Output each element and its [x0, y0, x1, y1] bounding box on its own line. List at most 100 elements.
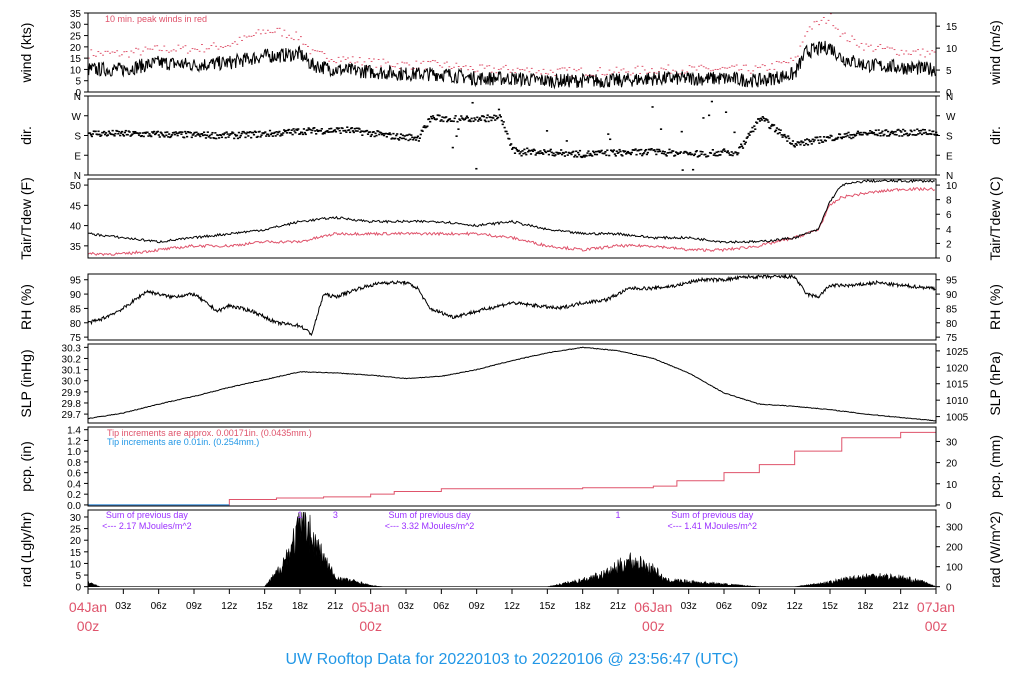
rh-left-tick-label: 90 — [70, 290, 82, 301]
rad-tip-mark: 3 — [333, 510, 338, 520]
temp-left-tick-label: 40 — [70, 222, 82, 233]
slp-frame — [87, 343, 937, 424]
wind-right-tick-label: 0 — [946, 88, 952, 99]
pcp-left-tick-label: 0.8 — [67, 458, 81, 469]
dir-left-axis-label: dir. — [18, 126, 34, 145]
x-tick-label: 15z — [539, 601, 555, 612]
rh-right-tick-label: 90 — [946, 290, 958, 301]
x-tick-label: 15z — [822, 601, 838, 612]
x-axis: 03z 06z 09z 12z 15z 18z 21z 03z 06z 09z 12z 15z 18z 2… — [69, 589, 955, 634]
slp-left-tick-label: 30.3 — [62, 343, 82, 354]
temp-left-tick-label: 45 — [70, 201, 82, 212]
dir-left-tick-label: N — [74, 92, 81, 103]
rh-left-tick-label: 75 — [70, 333, 82, 344]
rad-left-tick-label: 20 — [70, 536, 82, 547]
temp-right-tick-label: 4 — [946, 225, 952, 236]
x-date-label: 07Jan — [917, 599, 955, 615]
x-tick-label: 21z — [893, 601, 909, 612]
dir-right-tick-label: E — [946, 151, 953, 162]
panel-temp: 35 40 45 50 0 2 4 6 8 10 Tair/Tdew (F) Tair/Tdew (C… — [18, 176, 1003, 265]
slp-left-tick-label: 29.9 — [62, 388, 82, 399]
pcp-left-tick-label: 1.4 — [67, 426, 81, 437]
rad-right-tick-label: 200 — [946, 543, 963, 554]
rad-right-tick-label: 100 — [946, 563, 963, 574]
wind-left-tick-label: 15 — [70, 54, 82, 65]
pcp-right-tick-label: 20 — [946, 459, 958, 470]
dir-frame — [87, 95, 937, 176]
slp-left-tick-label: 30.1 — [62, 366, 82, 377]
rad-left-tick-label: 15 — [70, 548, 82, 559]
temp-left-tick-label: 35 — [70, 242, 82, 253]
footer-title: UW Rooftop Data for 20220103 to 20220106… — [286, 651, 739, 668]
wind-left-tick-label: 5 — [75, 77, 81, 88]
slp-left-tick-label: 30.0 — [62, 377, 82, 388]
x-date-label: 06Jan — [634, 599, 672, 615]
slp-right-tick-label: 1020 — [946, 363, 969, 374]
wind-right-tick-label: 15 — [946, 22, 958, 33]
pcp-series-line — [88, 427, 937, 506]
temp-right-tick-label: 6 — [946, 210, 952, 221]
temp-right-tick-label: 0 — [946, 254, 952, 265]
x-date-time-label: 00z — [925, 618, 948, 634]
x-tick-label: 18z — [857, 601, 873, 612]
rad-left-tick-label: 5 — [75, 571, 81, 582]
slp-left-tick-label: 29.8 — [62, 399, 82, 410]
rh-right-tick-label: 75 — [946, 333, 958, 344]
x-tick-label: 18z — [292, 601, 308, 612]
wind-note: 10 min. peak winds in red — [105, 14, 207, 24]
wind-left-tick-label: 20 — [70, 43, 82, 54]
rh-right-tick-label: 85 — [946, 304, 958, 315]
x-tick-label: 03z — [681, 601, 697, 612]
slp-left-axis-label: SLP (inHg) — [18, 349, 34, 417]
pcp-right-tick-label: 0 — [946, 501, 952, 512]
rh-right-tick-label: 95 — [946, 276, 958, 287]
x-tick-label: 21z — [327, 601, 343, 612]
rad-sum-label: Sum of previous day — [389, 510, 472, 520]
pcp-left-tick-label: 1.0 — [67, 447, 81, 458]
pcp-left-tick-label: 0.2 — [67, 490, 81, 501]
rad-right-axis-label: rad (W/m^2) — [987, 511, 1003, 588]
dir-left-tick-label: W — [72, 112, 82, 123]
slp-right-tick-label: 1005 — [946, 413, 969, 424]
rad-tip-mark: 1 — [297, 510, 302, 520]
rad-left-axis-label: rad (Lgly/hr) — [18, 512, 34, 587]
temp-left-axis-label: Tair/Tdew (F) — [18, 177, 34, 259]
rh-right-axis-label: RH (%) — [987, 284, 1003, 330]
x-tick-label: 03z — [398, 601, 414, 612]
rad-sum-label: Sum of previous day — [671, 510, 754, 520]
rad-frame — [87, 509, 937, 590]
rad-sum-value: <--- 2.17 MJoules/m^2 — [102, 521, 192, 531]
wind-left-axis-label: wind (kts) — [18, 23, 34, 84]
rh-frame — [87, 273, 937, 341]
panel-slp: 29.729.829.930.030.130.230.3 1005 1010 1015… — [18, 343, 1003, 423]
rad-right-tick-label: 300 — [946, 523, 963, 534]
wind-right-axis-label: wind (m/s) — [987, 20, 1003, 86]
wind-frame — [87, 12, 937, 93]
x-tick-label: 03z — [115, 601, 131, 612]
rad-sum-value: <--- 3.32 MJoules/m^2 — [385, 521, 475, 531]
rh-right-tick-label: 80 — [946, 319, 958, 330]
rad-left-tick-label: 0 — [75, 583, 81, 594]
rad-sum-value: <--- 1.41 MJoules/m^2 — [667, 521, 757, 531]
wind-left-tick-label: 30 — [70, 20, 82, 31]
pcp-left-axis-label: pcp. (in) — [18, 441, 34, 492]
panel-rh: 75 80 85 90 95 75 80 85 90 95 RH (%) RH (%) — [18, 273, 1003, 344]
temp-right-axis-label: Tair/Tdew (C) — [987, 176, 1003, 260]
slp-right-tick-label: 1010 — [946, 396, 969, 407]
x-tick-label: 12z — [221, 601, 237, 612]
pcp-note-red: Tip increments are approx. 0.00171in. (0… — [107, 428, 312, 438]
rh-left-tick-label: 95 — [70, 276, 82, 287]
pcp-right-axis-label: pcp. (mm) — [987, 435, 1003, 498]
pcp-right-tick-label: 30 — [946, 437, 958, 448]
dir-left-tick-label: S — [74, 132, 81, 143]
x-tick-label: 15z — [257, 601, 273, 612]
x-date-label: 04Jan — [69, 599, 107, 615]
dir-right-tick-label: N — [946, 171, 953, 182]
x-tick-label: 06z — [716, 601, 732, 612]
wind-series-line — [87, 40, 936, 90]
wind-left-tick-label: 35 — [70, 9, 82, 20]
